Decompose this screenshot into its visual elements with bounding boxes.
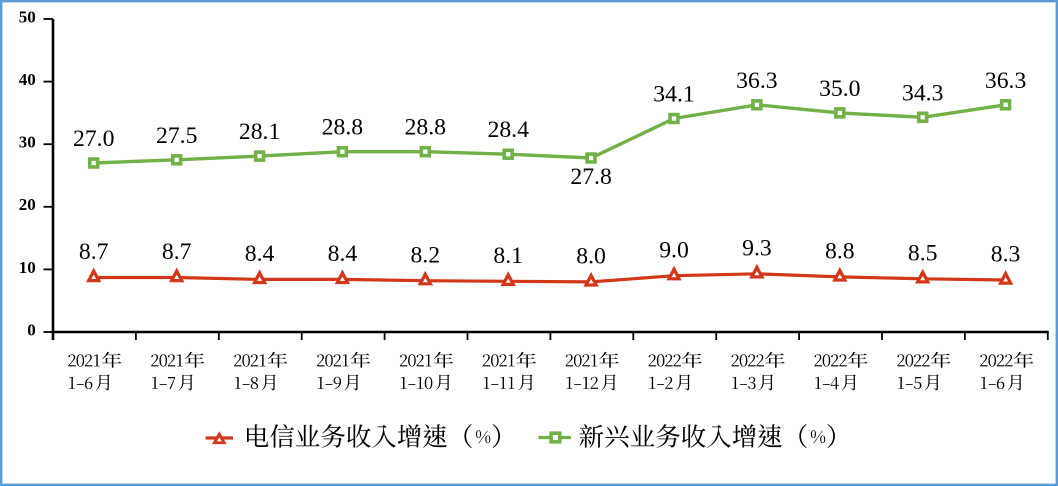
svg-text:8.0: 8.0 — [576, 244, 606, 270]
svg-text:20: 20 — [19, 195, 36, 214]
svg-text:28.8: 28.8 — [405, 115, 446, 141]
svg-text:30: 30 — [19, 133, 36, 152]
svg-text:10: 10 — [19, 258, 36, 277]
svg-text:50: 50 — [19, 7, 36, 26]
svg-text:34.3: 34.3 — [902, 80, 943, 106]
svg-text:8.4: 8.4 — [245, 241, 275, 267]
svg-text:8.7: 8.7 — [162, 239, 192, 265]
svg-text:27.8: 27.8 — [570, 164, 611, 190]
svg-text:8.7: 8.7 — [79, 239, 109, 265]
svg-text:36.3: 36.3 — [985, 68, 1026, 94]
svg-text:8.5: 8.5 — [908, 241, 938, 267]
svg-text:35.0: 35.0 — [819, 76, 860, 102]
svg-text:8.8: 8.8 — [825, 239, 855, 265]
svg-text:27.5: 27.5 — [156, 123, 197, 149]
svg-text:9.3: 9.3 — [742, 236, 772, 262]
svg-text:28.1: 28.1 — [239, 119, 280, 145]
svg-text:8.3: 8.3 — [991, 242, 1021, 268]
svg-text:27.0: 27.0 — [73, 126, 114, 152]
svg-text:28.8: 28.8 — [322, 115, 363, 141]
svg-text:36.3: 36.3 — [736, 68, 777, 94]
svg-text:0: 0 — [27, 320, 36, 339]
svg-text:9.0: 9.0 — [659, 237, 689, 263]
svg-text:8.4: 8.4 — [328, 241, 358, 267]
svg-text:40: 40 — [19, 70, 36, 89]
svg-text:8.1: 8.1 — [493, 243, 523, 269]
svg-text:8.2: 8.2 — [410, 242, 440, 268]
svg-text:34.1: 34.1 — [653, 82, 694, 108]
svg-text:28.4: 28.4 — [487, 117, 529, 143]
